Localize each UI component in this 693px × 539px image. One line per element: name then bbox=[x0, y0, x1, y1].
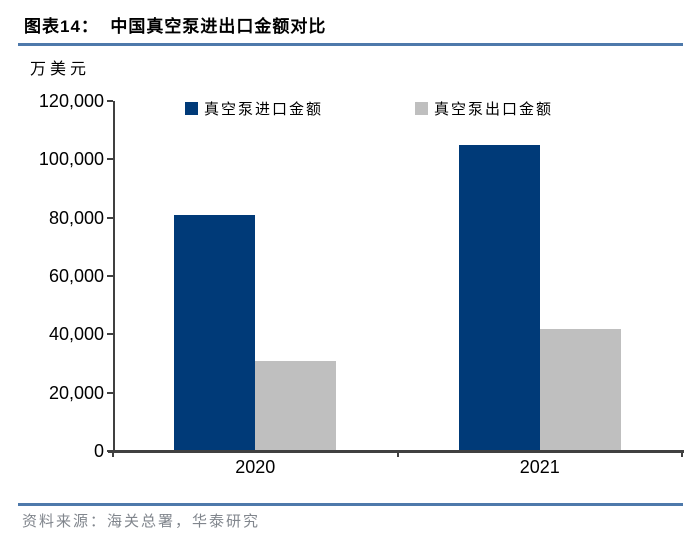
y-axis-tick-mark bbox=[107, 100, 113, 102]
y-axis-tick-mark bbox=[107, 216, 113, 219]
y-axis-tick-label: 100,000 bbox=[38, 149, 104, 170]
legend-swatch-icon bbox=[415, 101, 428, 115]
legend-label: 真空泵出口金额 bbox=[434, 99, 554, 118]
x-axis-tick-mark bbox=[112, 451, 114, 457]
title-underline bbox=[18, 43, 683, 46]
x-axis-category-label: 2020 bbox=[235, 457, 276, 477]
y-axis-tick-label: 0 bbox=[93, 441, 104, 461]
legend-item-0: 真空泵进口金额 bbox=[185, 99, 324, 118]
y-axis-tick-label: 120,000 bbox=[38, 91, 104, 111]
y-axis-tick-mark bbox=[107, 158, 113, 161]
bar-2020-series-0 bbox=[174, 214, 256, 451]
y-axis-tick-label: 80,000 bbox=[48, 207, 104, 228]
footer-rule bbox=[18, 503, 683, 506]
y-axis-unit-label: 万美元 bbox=[30, 59, 91, 78]
figure-title: 图表14： 中国真空泵进出口金额对比 bbox=[24, 17, 327, 36]
bar-2021-series-1 bbox=[539, 328, 621, 451]
bar-2021-series-0 bbox=[458, 144, 540, 451]
y-axis-tick-mark bbox=[107, 391, 113, 394]
y-axis-line bbox=[113, 101, 115, 451]
legend-swatch-icon bbox=[185, 101, 198, 115]
y-axis-tick-mark bbox=[107, 333, 113, 336]
y-axis-tick-label: 60,000 bbox=[48, 266, 104, 286]
bar-2020-series-1 bbox=[255, 360, 337, 451]
legend-label: 真空泵进口金额 bbox=[204, 99, 324, 118]
x-axis-line bbox=[108, 450, 684, 453]
legend-item-1: 真空泵出口金额 bbox=[415, 99, 554, 118]
x-axis-tick-mark bbox=[396, 451, 399, 457]
y-axis-tick-label: 40,000 bbox=[48, 324, 104, 345]
x-axis-category-label: 2021 bbox=[519, 457, 560, 477]
source-note: 资料来源：海关总署，华泰研究 bbox=[22, 512, 261, 530]
x-axis-tick-mark bbox=[681, 451, 683, 457]
plot-area: 2020 2021 bbox=[113, 101, 682, 477]
y-axis-tick-label: 20,000 bbox=[48, 382, 104, 403]
y-axis-tick-mark bbox=[107, 275, 113, 277]
